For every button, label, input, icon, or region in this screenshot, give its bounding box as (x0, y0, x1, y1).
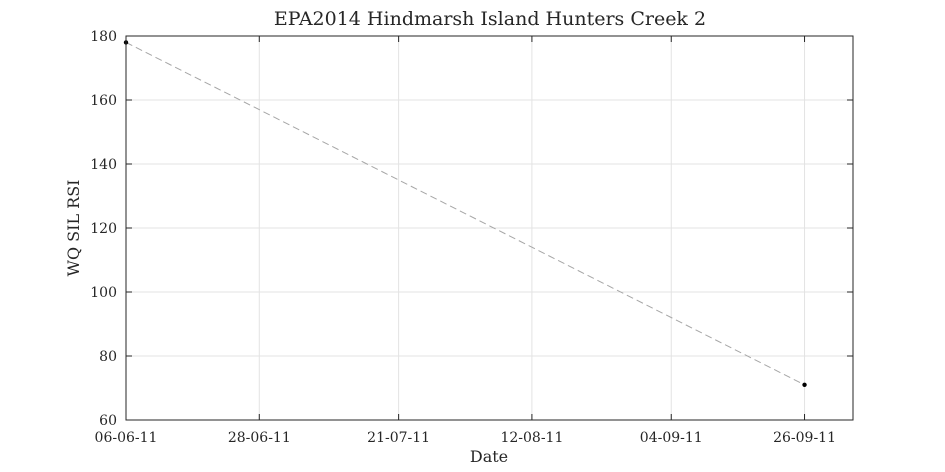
x-tick-label: 12-08-11 (500, 430, 563, 446)
x-axis-label: Date (470, 447, 508, 466)
y-axis-label: WQ SIL RSI (64, 180, 83, 277)
y-tick-label: 140 (90, 157, 117, 173)
y-tick-label: 160 (90, 93, 117, 109)
series-line (125, 41, 805, 386)
x-tick-label: 21-07-11 (367, 430, 430, 446)
ticks: 60 80 100 120 140 160 180 06-06-11 28-06-11 21-07… (90, 29, 853, 446)
chart-title: EPA2014 Hindmarsh Island Hunters Creek 2 (274, 8, 706, 30)
y-tick-label: 100 (90, 285, 117, 301)
x-tick-label: 28-06-11 (228, 430, 291, 446)
x-tick-label: 04-09-11 (640, 430, 703, 446)
grid (125, 35, 853, 421)
series-layer (123, 40, 807, 387)
y-tick-label: 180 (90, 29, 117, 45)
y-tick-label: 60 (99, 413, 117, 429)
x-tick-label: 26-09-11 (773, 430, 836, 446)
data-point (802, 382, 807, 387)
y-tick-label: 120 (90, 221, 117, 237)
y-tick-label: 80 (99, 349, 117, 365)
x-tick-label: 06-06-11 (95, 430, 158, 446)
